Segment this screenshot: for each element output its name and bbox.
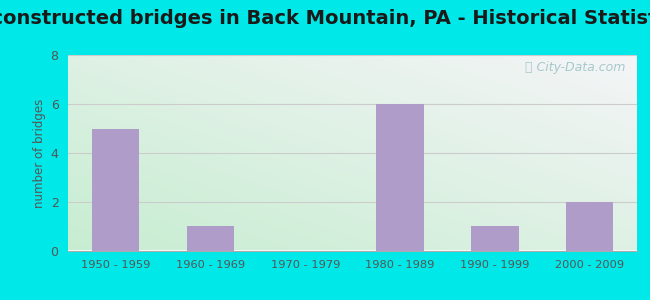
- Bar: [566, 202, 614, 250]
- Bar: [187, 226, 234, 250]
- Text: ⓘ City-Data.com: ⓘ City-Data.com: [525, 61, 625, 74]
- Bar: [376, 104, 424, 250]
- Bar: [92, 129, 139, 250]
- Bar: [471, 226, 519, 250]
- Text: Reconstructed bridges in Back Mountain, PA - Historical Statistics: Reconstructed bridges in Back Mountain, …: [0, 9, 650, 28]
- Y-axis label: number of bridges: number of bridges: [33, 98, 46, 208]
